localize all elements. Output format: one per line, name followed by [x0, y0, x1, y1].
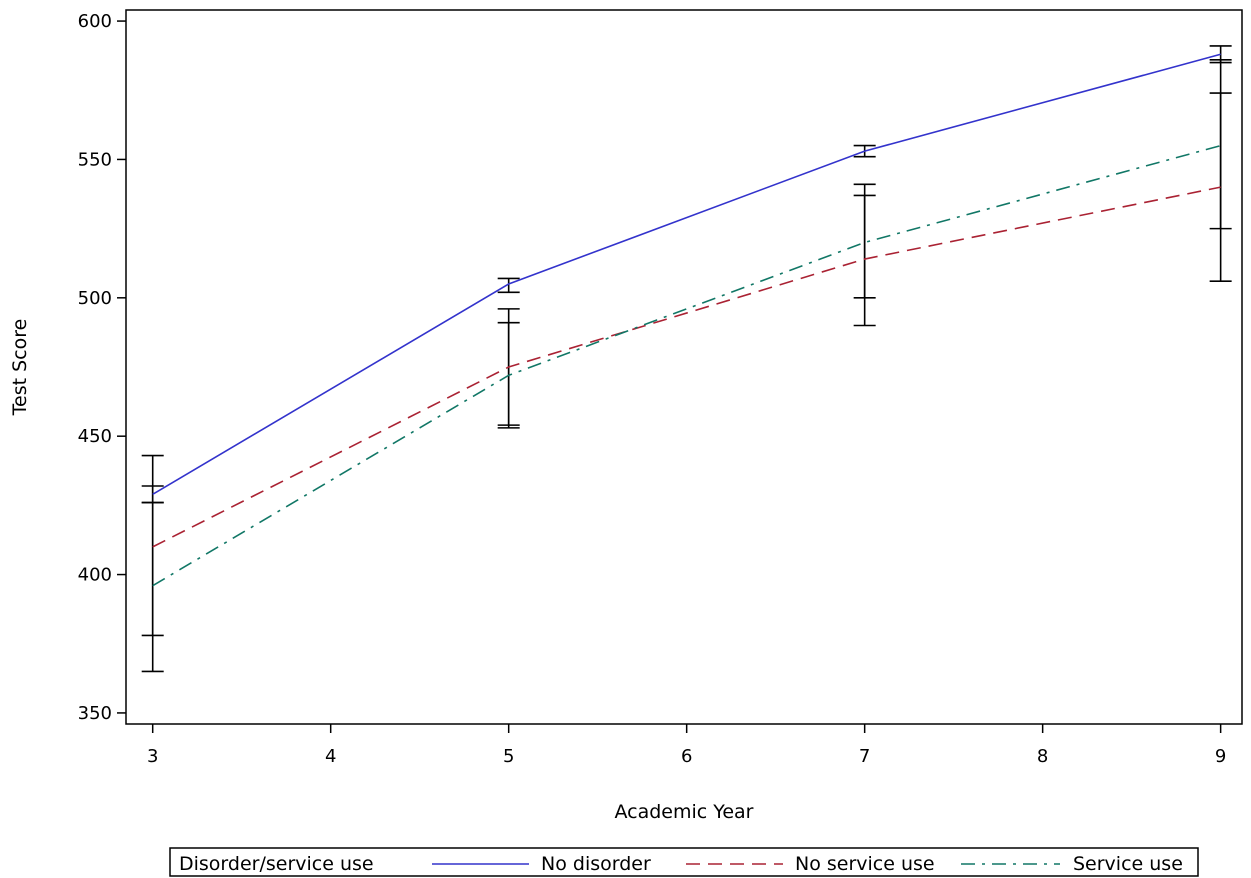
x-axis: 3 4 5 6 7 8 9 [147, 724, 1226, 767]
x-tick-label: 6 [681, 746, 692, 767]
legend-title: Disorder/service use [179, 853, 374, 875]
x-tick-label: 4 [325, 746, 336, 767]
series-lines [152, 53, 1221, 587]
x-tick-label: 9 [1215, 746, 1226, 767]
error-bar-service-use [853, 183, 876, 299]
y-tick-label: 400 [78, 565, 112, 586]
legend: Disorder/service use No disorder No serv… [169, 847, 1199, 877]
plot-frame [125, 9, 1243, 725]
series-line-service-use [152, 144, 1221, 587]
y-tick-label: 450 [78, 426, 112, 447]
legend-label-no-service-use: No service use [795, 853, 935, 875]
y-axis: 350 400 450 500 550 600 [78, 11, 126, 724]
error-bar-no-disorder [497, 277, 520, 294]
y-tick-label: 350 [78, 703, 112, 724]
legend-label-service-use: Service use [1073, 853, 1183, 875]
error-bars [141, 45, 1232, 673]
series-line-no-disorder [152, 53, 1221, 495]
series-line-no-service-use [152, 186, 1221, 548]
error-bar-service-use [1209, 59, 1232, 230]
error-bar-service-use [141, 501, 164, 673]
y-tick-label: 600 [78, 11, 112, 32]
y-tick-label: 550 [78, 149, 112, 170]
x-tick-label: 3 [147, 746, 158, 767]
legend-frame [169, 847, 1199, 877]
y-axis-title: Test Score [9, 319, 31, 417]
x-tick-label: 5 [503, 746, 514, 767]
x-tick-label: 8 [1037, 746, 1048, 767]
legend-label-no-disorder: No disorder [541, 853, 651, 875]
x-axis-title: Academic Year [614, 801, 753, 823]
y-tick-label: 500 [78, 288, 112, 309]
x-tick-label: 7 [859, 746, 870, 767]
